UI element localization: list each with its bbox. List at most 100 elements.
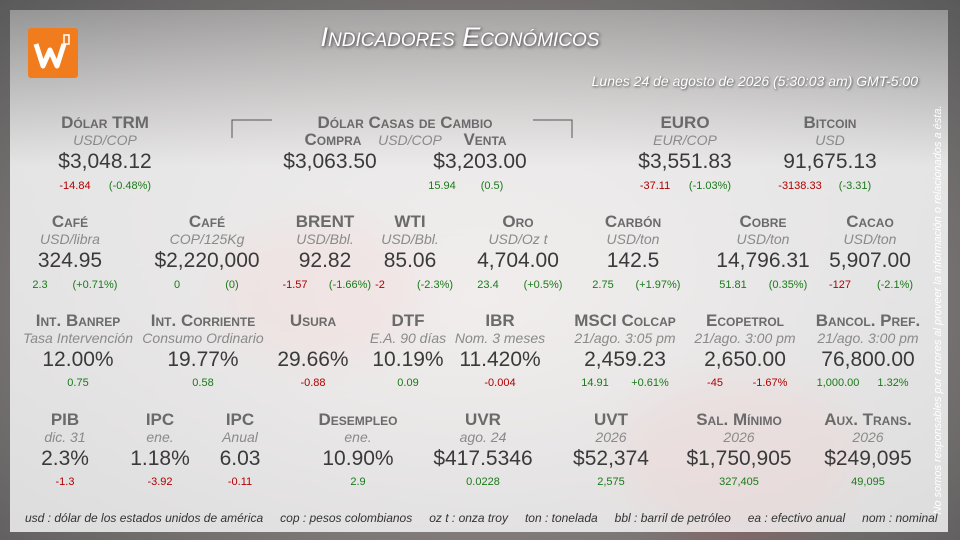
legend-item: oz t : onza troy <box>429 511 508 525</box>
indicator-value: 85.06 <box>383 249 437 272</box>
indicator-name: IPC <box>145 410 175 429</box>
indicator-percent: (0) <box>225 279 239 291</box>
indicator-unit: Tasa Intervención <box>23 330 133 346</box>
group-bracket <box>231 119 573 138</box>
indicator-unit: USD/COP <box>378 132 442 148</box>
indicator-percent: (+0.5%) <box>523 279 563 291</box>
indicator-name: Usura <box>289 311 337 330</box>
indicator-unit: Anual <box>222 429 258 445</box>
indicator-value: $3,048.12 <box>58 150 152 173</box>
indicator-unit: 21/ago. 3:00 pm <box>694 330 796 346</box>
logo[interactable] <box>28 28 78 78</box>
indicator-unit: 21/ago. 3:00 pm <box>817 330 919 346</box>
indicator-unit: USD/COP <box>73 132 137 148</box>
indicator-unit: USD/Oz t <box>488 231 548 247</box>
indicator-value: $417.5346 <box>433 447 533 470</box>
legend-item: nom : nominal <box>862 511 938 525</box>
indicator-unit: USD <box>815 132 845 148</box>
indicator-name: MSCI Colcap <box>574 311 676 330</box>
indicator-percent: (-2.1%) <box>876 279 914 291</box>
indicator-value: 2,459.23 <box>584 348 666 371</box>
indicator-unit: E.A. 90 días <box>369 330 447 346</box>
indicator-value: 2.3% <box>41 447 89 470</box>
legend-item: usd : dólar de los estados unidos de amé… <box>25 511 264 525</box>
indicator-name: BRENT <box>295 212 355 231</box>
indicator-percent: (0.35%) <box>768 279 808 291</box>
indicator-unit: USD/libra <box>40 231 100 247</box>
indicator-change: 2.3 <box>32 279 48 291</box>
indicator-name: IBR <box>485 311 515 330</box>
indicator-value: 1.18% <box>130 447 190 470</box>
indicator-change: 0.75 <box>67 377 89 389</box>
sell-label: Venta <box>463 130 507 149</box>
indicator-value: 14,796.31 <box>716 249 810 272</box>
indicator-unit: ago. 24 <box>459 429 507 445</box>
indicator-change: 2.9 <box>350 476 366 488</box>
indicator-name: Oro <box>502 212 534 231</box>
indicator-change: -45 <box>707 377 723 389</box>
indicator-value: 4,704.00 <box>477 249 559 272</box>
indicator-name: Bitcoin <box>803 113 857 132</box>
indicator-change: 14.91 <box>581 377 609 389</box>
indicator-percent: (0.5) <box>480 180 504 192</box>
indicator-change: -14.84 <box>59 180 91 192</box>
indicator-change: 0.58 <box>192 377 214 389</box>
indicator-percent: (-0.48%) <box>108 180 152 192</box>
indicator-change: -1.57 <box>282 279 308 291</box>
indicator-name: IPC <box>225 410 255 429</box>
indicator-value: 142.5 <box>606 249 660 272</box>
indicator-unit: 2026 <box>595 429 627 445</box>
indicator-unit: ene. <box>146 429 174 445</box>
indicator-percent: 1.32% <box>877 377 909 389</box>
indicator-change: 0.0228 <box>466 476 500 488</box>
indicator-unit: Nom. 3 meses <box>454 330 546 346</box>
indicator-name: Carbón <box>604 212 662 231</box>
indicator-name: Café <box>188 212 226 231</box>
indicator-percent: +0.61% <box>631 377 669 389</box>
indicator-value: 19.77% <box>167 348 239 371</box>
indicator-percent: (+1.97%) <box>635 279 681 291</box>
indicator-name: Desempleo <box>318 410 398 429</box>
indicator-value: $3,551.83 <box>638 150 732 173</box>
sell-value: $3,203.00 <box>433 150 527 173</box>
indicator-value: 6.03 <box>219 447 261 470</box>
indicator-change: 49,095 <box>851 476 885 488</box>
buy-label: Compra <box>304 130 362 149</box>
indicator-name: PIB <box>50 410 80 429</box>
indicator-unit: dic. 31 <box>44 429 86 445</box>
indicator-change: -3.92 <box>147 476 173 488</box>
indicator-name: DTF <box>391 311 425 330</box>
indicator-change: -0.004 <box>484 377 516 389</box>
indicator-name: Int. Banrep <box>35 311 121 330</box>
indicator-value: $2,220,000 <box>154 249 260 272</box>
indicator-change: -2 <box>375 279 385 291</box>
indicator-value: 76,800.00 <box>821 348 915 371</box>
footer: usd : dólar de los estados unidos de amé… <box>25 511 938 525</box>
disclaimer: No somos responsables por errores al pro… <box>932 105 944 515</box>
indicator-value: $249,095 <box>824 447 912 470</box>
indicator-name: Int. Corriente <box>150 311 256 330</box>
indicator-unit: USD/ton <box>606 231 660 247</box>
indicator-name: Cobre <box>739 212 787 231</box>
indicator-unit: 2026 <box>852 429 884 445</box>
indicator-name: UVT <box>594 410 628 429</box>
indicator-value: 12.00% <box>42 348 114 371</box>
indicator-change: -3138.33 <box>778 180 822 192</box>
indicator-change: 0.09 <box>397 377 419 389</box>
indicator-name: Bancol. Pref. <box>815 311 921 330</box>
indicator-percent: (-1.03%) <box>688 180 732 192</box>
indicator-change: 1,000.00 <box>816 377 860 389</box>
indicator-name: Dólar TRM <box>61 113 149 132</box>
legend-item: bbl : barril de petróleo <box>614 511 731 525</box>
indicator-value: 324.95 <box>37 249 103 272</box>
indicator-name: Sal. Mínimo <box>696 410 782 429</box>
indicator-change: 327,405 <box>719 476 759 488</box>
indicator-percent: (-2.3%) <box>416 279 454 291</box>
indicator-value: 29.66% <box>277 348 349 371</box>
indicator-unit: USD/Bbl. <box>381 231 439 247</box>
indicator-unit: COP/125Kg <box>169 231 245 247</box>
indicator-value: 2,650.00 <box>704 348 786 371</box>
indicator-change: 2.75 <box>592 279 614 291</box>
legend-item: ton : tonelada <box>524 511 598 525</box>
